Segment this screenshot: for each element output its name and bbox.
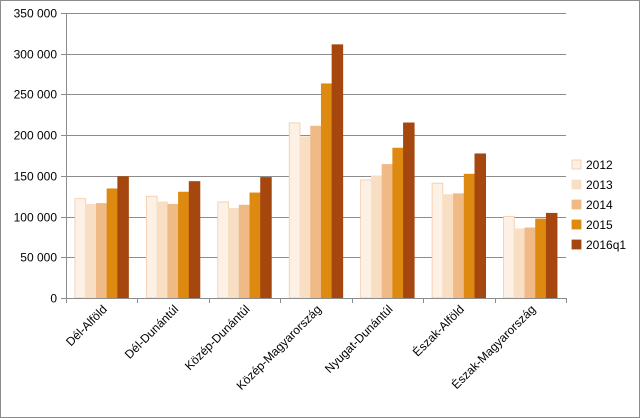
bar-2012-4 xyxy=(360,179,372,299)
bar-2014-1 xyxy=(167,203,179,299)
y-tick-label: 350 000 xyxy=(14,7,58,21)
bar-2016q1-3 xyxy=(331,44,344,299)
bar-2013-6 xyxy=(513,228,526,299)
bar-2012-5 xyxy=(431,182,444,299)
x-category-label: Közép-Dunántúl xyxy=(182,302,253,373)
x-category-label: Dél-Alföld xyxy=(63,302,110,349)
bar-2014-0 xyxy=(95,203,108,299)
bar-2015-0 xyxy=(106,188,119,299)
bars xyxy=(74,44,558,299)
bar-2013-5 xyxy=(442,194,454,299)
bar-2016q1-0 xyxy=(117,176,129,299)
bar-2015-1 xyxy=(178,191,190,299)
x-axis-ticks: Dél-Alföld Dél-Dunántúl Közép-DunántúlKözé… xyxy=(63,298,567,393)
legend-label: 2016q1 xyxy=(586,238,626,252)
y-tick-label: 50 000 xyxy=(20,251,57,265)
x-category-label: Nyugat-Dunántúl xyxy=(322,302,396,376)
y-axis-ticks: 0 50 000 100 000 150 000 200 000 250 000 300 0… xyxy=(14,7,66,306)
y-tick-label: 200 000 xyxy=(14,129,58,143)
bar-2015-2 xyxy=(249,192,262,299)
bar-2013-0 xyxy=(85,203,97,299)
bar-2013-4 xyxy=(370,175,383,299)
bar-2014-5 xyxy=(453,193,465,299)
legend-swatch-2014 xyxy=(571,199,582,210)
legend-swatch-2013 xyxy=(571,179,582,190)
bar-2014-3 xyxy=(310,125,322,299)
bar-2016q1-5 xyxy=(474,153,487,299)
y-tick-label: 100 000 xyxy=(14,211,58,225)
legend-label: 2013 xyxy=(586,178,613,192)
bar-2013-3 xyxy=(299,136,312,299)
bar-2015-3 xyxy=(320,83,333,299)
bar-2015-5 xyxy=(463,173,476,299)
legend-swatch-2012 xyxy=(571,159,582,170)
bar-2014-2 xyxy=(238,204,251,299)
bar-2013-2 xyxy=(228,208,240,299)
legend-swatch-2015 xyxy=(571,219,582,230)
bar-2016q1-1 xyxy=(188,181,201,299)
bar-2013-1 xyxy=(156,201,169,299)
bar-2012-6 xyxy=(503,216,515,299)
legend: 2012 2013 2014 2015 2016q1 xyxy=(571,158,626,252)
legend-swatch-2016q1 xyxy=(571,239,582,250)
y-tick-label: 0 xyxy=(50,292,57,306)
y-tick-label: 300 000 xyxy=(14,48,58,62)
bar-2016q1-4 xyxy=(403,122,415,299)
x-category-label: Észak-Alföld xyxy=(409,302,467,360)
legend-label: 2012 xyxy=(586,158,613,172)
bar-2016q1-2 xyxy=(260,177,272,299)
bar-2012-3 xyxy=(288,122,301,299)
bar-2015-4 xyxy=(392,147,404,299)
axes xyxy=(66,13,566,299)
legend-label: 2014 xyxy=(586,198,613,212)
bar-2014-4 xyxy=(381,164,394,299)
bar-2012-0 xyxy=(74,198,87,299)
y-tick-label: 250 000 xyxy=(14,88,58,102)
x-category-label: Dél-Dunántúl xyxy=(122,302,181,361)
y-tick-label: 150 000 xyxy=(14,170,58,184)
bar-2012-1 xyxy=(145,195,158,299)
bar-2014-6 xyxy=(524,227,537,299)
bar-2015-6 xyxy=(535,218,547,299)
bar-2016q1-6 xyxy=(545,212,558,299)
legend-label: 2015 xyxy=(586,218,613,232)
bar-2012-2 xyxy=(217,201,229,299)
